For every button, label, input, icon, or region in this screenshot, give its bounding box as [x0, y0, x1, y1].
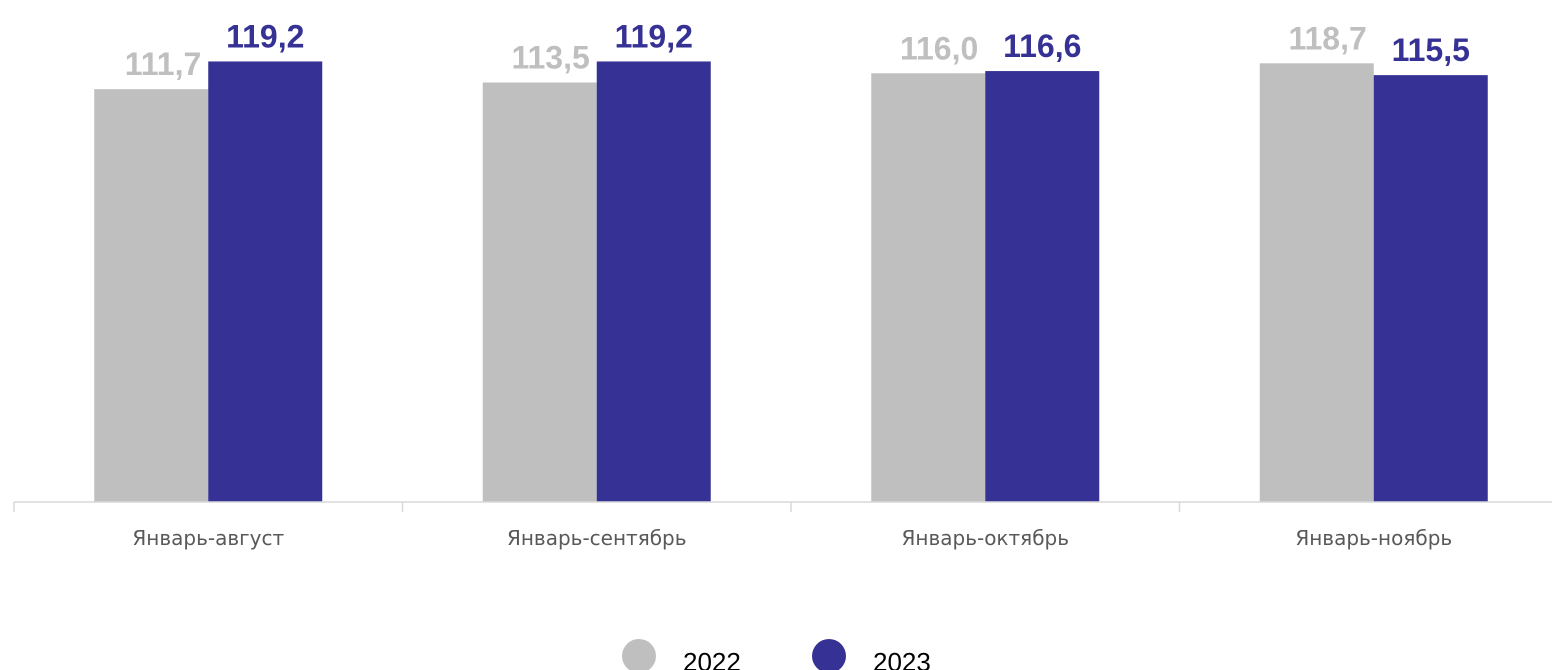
x-axis-ticks: [13, 502, 1181, 512]
data-label-2022: 116,0: [900, 30, 978, 66]
data-label-2023: 119,2: [615, 18, 693, 54]
data-label-2022: 113,5: [511, 40, 589, 76]
bar-2022: [1259, 63, 1374, 502]
category-labels: Январь-август Январь-сентябрь Январь-октяб…: [132, 526, 1452, 550]
data-label-2023: 119,2: [226, 18, 304, 54]
bar-2023: [596, 61, 711, 502]
legend-marker-2022: [622, 639, 656, 670]
bar-2023: [208, 61, 323, 502]
legend-marker-2023: [812, 639, 846, 670]
bar-2022: [482, 82, 597, 502]
data-label-2023: 115,5: [1392, 32, 1470, 68]
value-labels-layer: 111,7 119,2 113,5 119,2 116,0 116,6 118,7 115,5: [125, 18, 1470, 82]
legend-label-2022: 2022: [683, 647, 741, 670]
data-label-2023: 116,6: [1003, 28, 1081, 64]
category-label: Январь-сентябрь: [507, 526, 687, 550]
bars-layer: [94, 61, 1488, 503]
legend-label-2023: 2023: [873, 647, 931, 670]
bar-2022: [94, 89, 209, 502]
category-label: Январь-ноябрь: [1295, 526, 1452, 550]
bar-2022: [871, 73, 986, 503]
data-label-2022: 111,7: [125, 46, 202, 82]
category-label: Январь-август: [132, 526, 284, 550]
bar-2023: [985, 71, 1100, 503]
data-label-2022: 118,7: [1288, 20, 1366, 56]
legend: 2022 2023: [622, 639, 931, 670]
category-label: Январь-октябрь: [901, 526, 1069, 550]
bar-2023: [1373, 75, 1488, 502]
